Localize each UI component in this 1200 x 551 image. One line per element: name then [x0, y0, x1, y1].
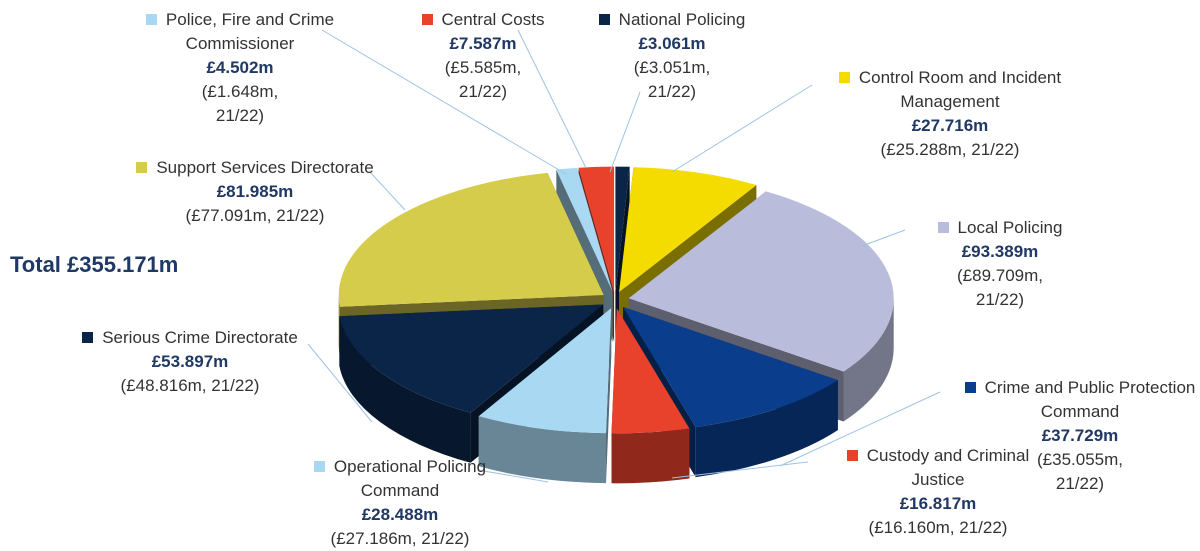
prior-label: (£3.051m, 21/22)	[633, 58, 711, 101]
slice-label: Police, Fire and Crime Commissioner £4.50…	[140, 8, 340, 128]
legend-swatch	[838, 72, 850, 83]
slice	[478, 308, 612, 434]
slice	[623, 306, 838, 428]
slice	[578, 166, 615, 292]
leader-line	[517, 29, 587, 169]
label-name-row: Control Room and Incident Management	[820, 66, 1080, 114]
legend-swatch	[82, 332, 94, 343]
value-label: £27.716m	[911, 116, 989, 135]
value-label: £4.502m	[206, 58, 274, 77]
legend-swatch	[846, 450, 858, 461]
value-label: £93.389m	[961, 242, 1039, 261]
value-label: £81.985m	[216, 182, 294, 201]
slice-side	[615, 166, 630, 342]
leader-line	[671, 461, 809, 479]
slice-label: Custody and Criminal Justice £16.817m (£16…	[828, 444, 1048, 540]
category-name: Operational Policing Command	[333, 457, 487, 500]
legend-swatch	[964, 382, 976, 393]
category-name: Local Policing	[957, 218, 1063, 237]
slice-label: Operational Policing Command £28.488m (£27…	[290, 455, 510, 551]
leader-line	[609, 91, 641, 173]
legend-swatch	[136, 162, 148, 173]
legend-swatch	[421, 14, 433, 25]
slice	[611, 308, 690, 434]
slice-label: National Policing £3.061m (£3.051m, 21/22)	[582, 8, 762, 104]
category-name: Serious Crime Directorate	[102, 328, 298, 347]
slice-label: Serious Crime Directorate £53.897m (£48.81…	[60, 326, 320, 398]
category-name: Police, Fire and Crime Commissioner	[165, 10, 335, 53]
category-name: Control Room and Incident Management	[858, 68, 1062, 111]
leader-line	[307, 343, 373, 423]
slice-label: Central Costs £7.587m (£5.585m, 21/22)	[403, 8, 563, 104]
slice-wall	[695, 380, 838, 478]
category-name: National Policing	[618, 10, 746, 29]
slice-label: Control Room and Incident Management £27.…	[820, 66, 1080, 162]
value-label: £37.729m	[1041, 426, 1119, 445]
legend-swatch	[598, 14, 610, 25]
label-name-row: Serious Crime Directorate	[60, 326, 320, 350]
category-name: Crime and Public Protection Command	[984, 378, 1196, 421]
leader-line	[477, 469, 549, 483]
slice-wall	[478, 416, 606, 484]
prior-label: (£27.186m, 21/22)	[330, 529, 470, 548]
slice-wall	[843, 298, 894, 422]
slice	[619, 167, 757, 292]
label-name-row: National Policing	[582, 8, 762, 32]
prior-label: (£48.816m, 21/22)	[120, 376, 260, 395]
value-label: £7.587m	[449, 34, 517, 53]
slice	[556, 167, 613, 292]
label-name-row: Operational Policing Command	[300, 455, 500, 503]
slice-label: Local Policing £93.389m (£89.709m, 21/22)	[930, 216, 1070, 312]
category-name: Support Services Directorate	[156, 158, 374, 177]
label-name-row: Crime and Public Protection Command	[950, 376, 1200, 424]
legend-swatch	[145, 14, 157, 25]
prior-label: (£5.585m, 21/22)	[444, 58, 522, 101]
label-name-row: Local Policing	[930, 216, 1070, 240]
prior-label: (£25.288m, 21/22)	[880, 140, 1020, 159]
label-name-row: Police, Fire and Crime Commissioner	[140, 8, 340, 56]
label-name-row: Central Costs	[403, 8, 563, 32]
label-name-row: Custody and Criminal Justice	[843, 444, 1033, 492]
leader-line	[671, 84, 813, 173]
value-label: £16.817m	[899, 494, 977, 513]
leader-line	[779, 391, 941, 467]
prior-label: (£1.648m, 21/22)	[201, 82, 279, 125]
category-name: Central Costs	[441, 10, 545, 29]
slice	[339, 304, 604, 413]
prior-label: (£77.091m, 21/22)	[185, 206, 325, 225]
slice-wall	[339, 316, 471, 463]
value-label: £3.061m	[638, 34, 706, 53]
prior-label: (£89.709m, 21/22)	[957, 266, 1043, 309]
slice-wall	[611, 428, 690, 484]
legend-swatch	[937, 222, 949, 233]
prior-label: (£35.055m, 21/22)	[1037, 450, 1123, 493]
leader-line	[369, 171, 406, 211]
value-label: £53.897m	[151, 352, 229, 371]
prior-label: (£16.160m, 21/22)	[868, 518, 1008, 537]
category-name: Custody and Criminal Justice	[866, 446, 1030, 489]
slice	[628, 191, 894, 372]
legend-swatch	[313, 461, 325, 472]
slice	[338, 172, 604, 307]
leader-line	[321, 29, 567, 175]
value-label: £28.488m	[361, 505, 439, 524]
slice-label: Support Services Directorate £81.985m (£77…	[105, 156, 405, 228]
label-name-row: Support Services Directorate	[105, 156, 405, 180]
slice	[615, 166, 630, 292]
leader-line	[861, 229, 906, 247]
total-annotation: Total £355.171m	[10, 252, 179, 277]
slice-label: Crime and Public Protection Command £37.7…	[950, 376, 1200, 496]
